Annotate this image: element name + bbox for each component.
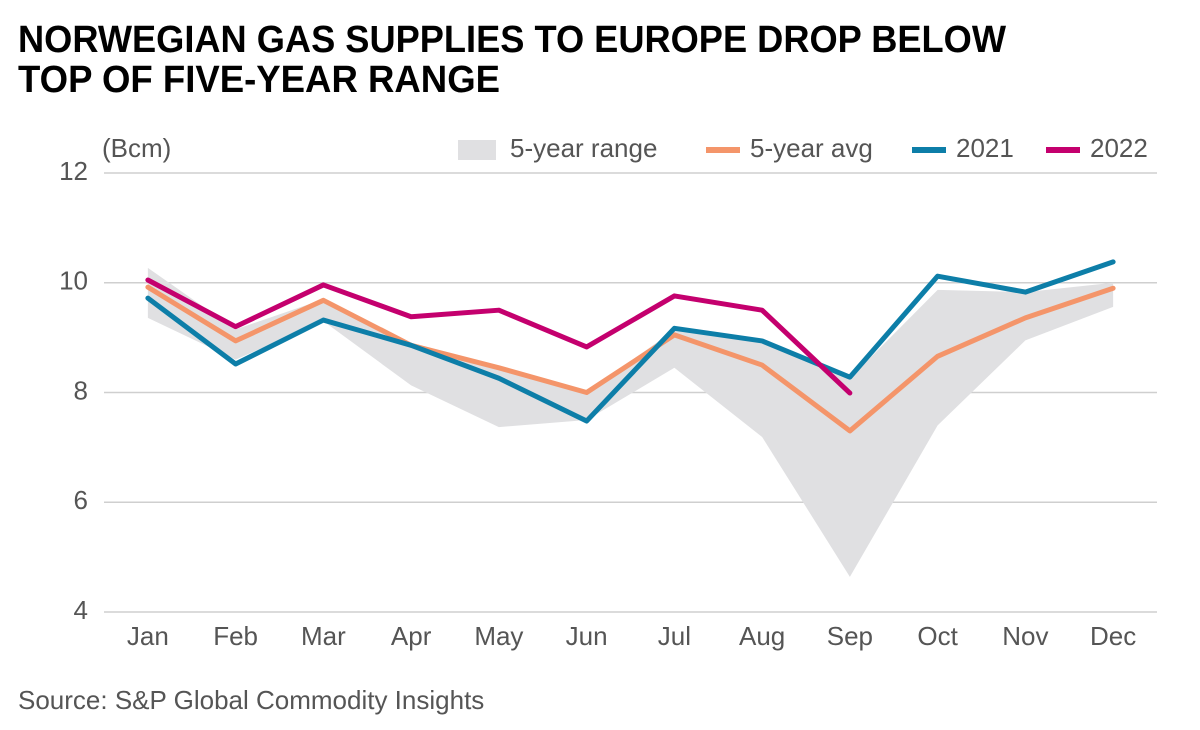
legend-swatch xyxy=(458,140,496,160)
source: Source: S&P Global Commodity Insights xyxy=(18,685,484,715)
y-axis-label: (Bcm) xyxy=(102,133,171,163)
x-tick-label: Sep xyxy=(827,621,873,651)
legend-label: 2021 xyxy=(956,133,1014,163)
x-tick-label: Apr xyxy=(391,621,432,651)
x-tick-label: Jan xyxy=(127,621,169,651)
x-tick-label: May xyxy=(474,621,523,651)
x-tick-label: Jul xyxy=(658,621,691,651)
x-tick-label: Mar xyxy=(301,621,346,651)
legend-label: 2022 xyxy=(1090,133,1148,163)
legend-label: 5-year range xyxy=(510,133,657,163)
y-tick-label: 8 xyxy=(74,375,88,405)
series-line xyxy=(145,259,1116,424)
series-line xyxy=(145,277,853,396)
y-tick-label: 4 xyxy=(74,595,88,625)
y-tick-label: 12 xyxy=(59,156,88,186)
x-tick-label: Jun xyxy=(566,621,608,651)
x-tick-label: Dec xyxy=(1090,621,1136,651)
x-tick-label: Aug xyxy=(739,621,785,651)
series-line xyxy=(145,284,1116,434)
x-tick-label: Feb xyxy=(213,621,258,651)
y-tick-label: 6 xyxy=(74,485,88,515)
legend-label: 5-year avg xyxy=(750,133,873,163)
range-area xyxy=(147,267,1114,577)
chart-title: TOP OF FIVE-YEAR RANGE xyxy=(18,59,500,101)
y-tick-label: 10 xyxy=(59,266,88,296)
x-tick-label: Oct xyxy=(917,621,958,651)
chart-title: NORWEGIAN GAS SUPPLIES TO EUROPE DROP BE… xyxy=(18,19,1006,61)
x-tick-label: Nov xyxy=(1002,621,1048,651)
